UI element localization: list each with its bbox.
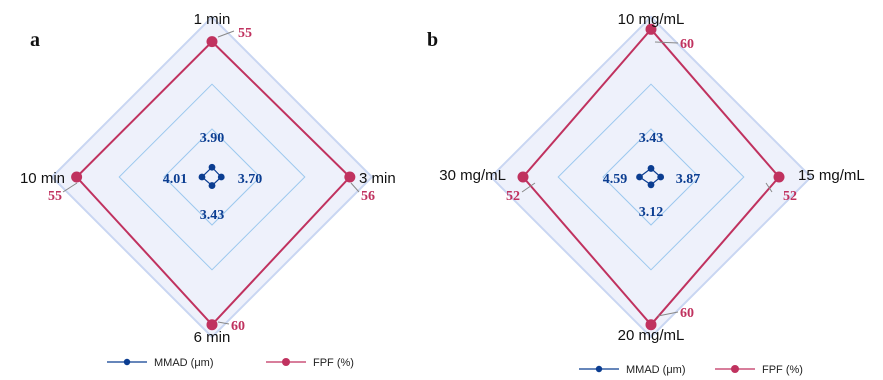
fpf-leader-line [217, 30, 235, 38]
radar-grid-b [489, 15, 813, 339]
fpf-point [773, 171, 785, 183]
fpf-leader-line [350, 182, 360, 193]
fpf-point [645, 319, 657, 331]
fpf-leader-line [765, 182, 773, 193]
mmad-point [198, 173, 206, 181]
fpf-value-30mg: 52 [506, 189, 520, 204]
legend-mmad-label: MMAD (μm) [154, 357, 214, 369]
mmad-value-30mg: 4.59 [603, 172, 628, 187]
fpf-value-1min: 55 [238, 26, 252, 41]
mmad-value-10min: 4.01 [163, 172, 188, 187]
grid-ring-1 [118, 83, 306, 271]
fpf-leader-line [521, 182, 536, 193]
mmad-point [647, 165, 655, 172]
fpf-value-6min: 60 [231, 319, 245, 334]
grid-ring-2 [163, 128, 261, 226]
fpf-value-10min: 55 [48, 189, 62, 204]
axis-label-1min: 1 min [194, 11, 231, 28]
fpf-leader-line [657, 311, 679, 317]
legend-b: MMAD (μm) FPF (%) [579, 364, 803, 376]
axis-label-30mg: 30 mg/mL [439, 167, 506, 184]
mmad-value-1min: 3.90 [200, 131, 225, 146]
fpf-point [344, 171, 356, 183]
axis-label-20mg: 20 mg/mL [618, 327, 685, 344]
axis-label-10min: 10 min [20, 170, 65, 187]
fpf-value-10mg: 60 [680, 37, 694, 52]
fpf-leader-line [217, 321, 230, 325]
mmad-value-6min: 3.43 [200, 208, 225, 223]
radar-chart-panel-b: b 10 mg/mL 15 mg/mL 20 mg/mL 30 mg/mL 3.… [427, 11, 865, 376]
legend-a: MMAD (μm) FPF (%) [107, 357, 354, 369]
radar-grid-a [50, 15, 374, 339]
fpf-point [645, 23, 657, 35]
mmad-value-10mg: 3.43 [639, 131, 664, 146]
mmad-point [636, 173, 643, 181]
fpf-point [206, 36, 218, 48]
mmad-point [657, 173, 665, 181]
mmad-series-b [636, 165, 665, 189]
fpf-series-b [517, 23, 785, 331]
radar-background [50, 15, 374, 339]
mmad-value-3min: 3.70 [238, 172, 263, 187]
fpf-series-a [62, 30, 360, 331]
fpf-value-15mg: 52 [783, 189, 797, 204]
fpf-point [206, 319, 218, 331]
legend-fpf-marker [731, 365, 739, 373]
fpf-value-3min: 56 [361, 189, 375, 204]
legend-fpf-label: FPF (%) [762, 364, 803, 376]
mmad-value-20mg: 3.12 [639, 205, 664, 220]
radar-background [489, 15, 813, 339]
mmad-point [647, 181, 655, 189]
legend-mmad-marker [123, 358, 131, 366]
panel-label-b: b [427, 29, 438, 51]
axis-label-3min: 3 min [359, 170, 396, 187]
fpf-point [71, 171, 83, 183]
panel-label-a: a [30, 29, 40, 51]
grid-ring-2 [602, 128, 700, 226]
radar-chart-panel-a: a 1 min 3 min 6 min 10 min 3.90 3.70 3.4… [20, 11, 396, 369]
mmad-series-a [198, 163, 225, 189]
fpf-point [517, 171, 529, 183]
mmad-point [217, 173, 225, 181]
fpf-leader-line [62, 182, 78, 193]
legend-mmad-marker [595, 365, 603, 373]
axis-label-6min: 6 min [194, 329, 231, 346]
mmad-point [208, 182, 216, 189]
legend-fpf-marker [282, 358, 290, 366]
mmad-value-15mg: 3.87 [676, 172, 701, 187]
grid-ring-1 [557, 83, 745, 271]
fpf-value-20mg: 60 [680, 306, 694, 321]
axis-label-15mg: 15 mg/mL [798, 167, 865, 184]
fpf-leader-line [654, 41, 679, 44]
legend-mmad-label: MMAD (μm) [626, 364, 686, 376]
axis-label-10mg: 10 mg/mL [618, 11, 685, 28]
legend-fpf-label: FPF (%) [313, 357, 354, 369]
mmad-point [208, 163, 216, 171]
